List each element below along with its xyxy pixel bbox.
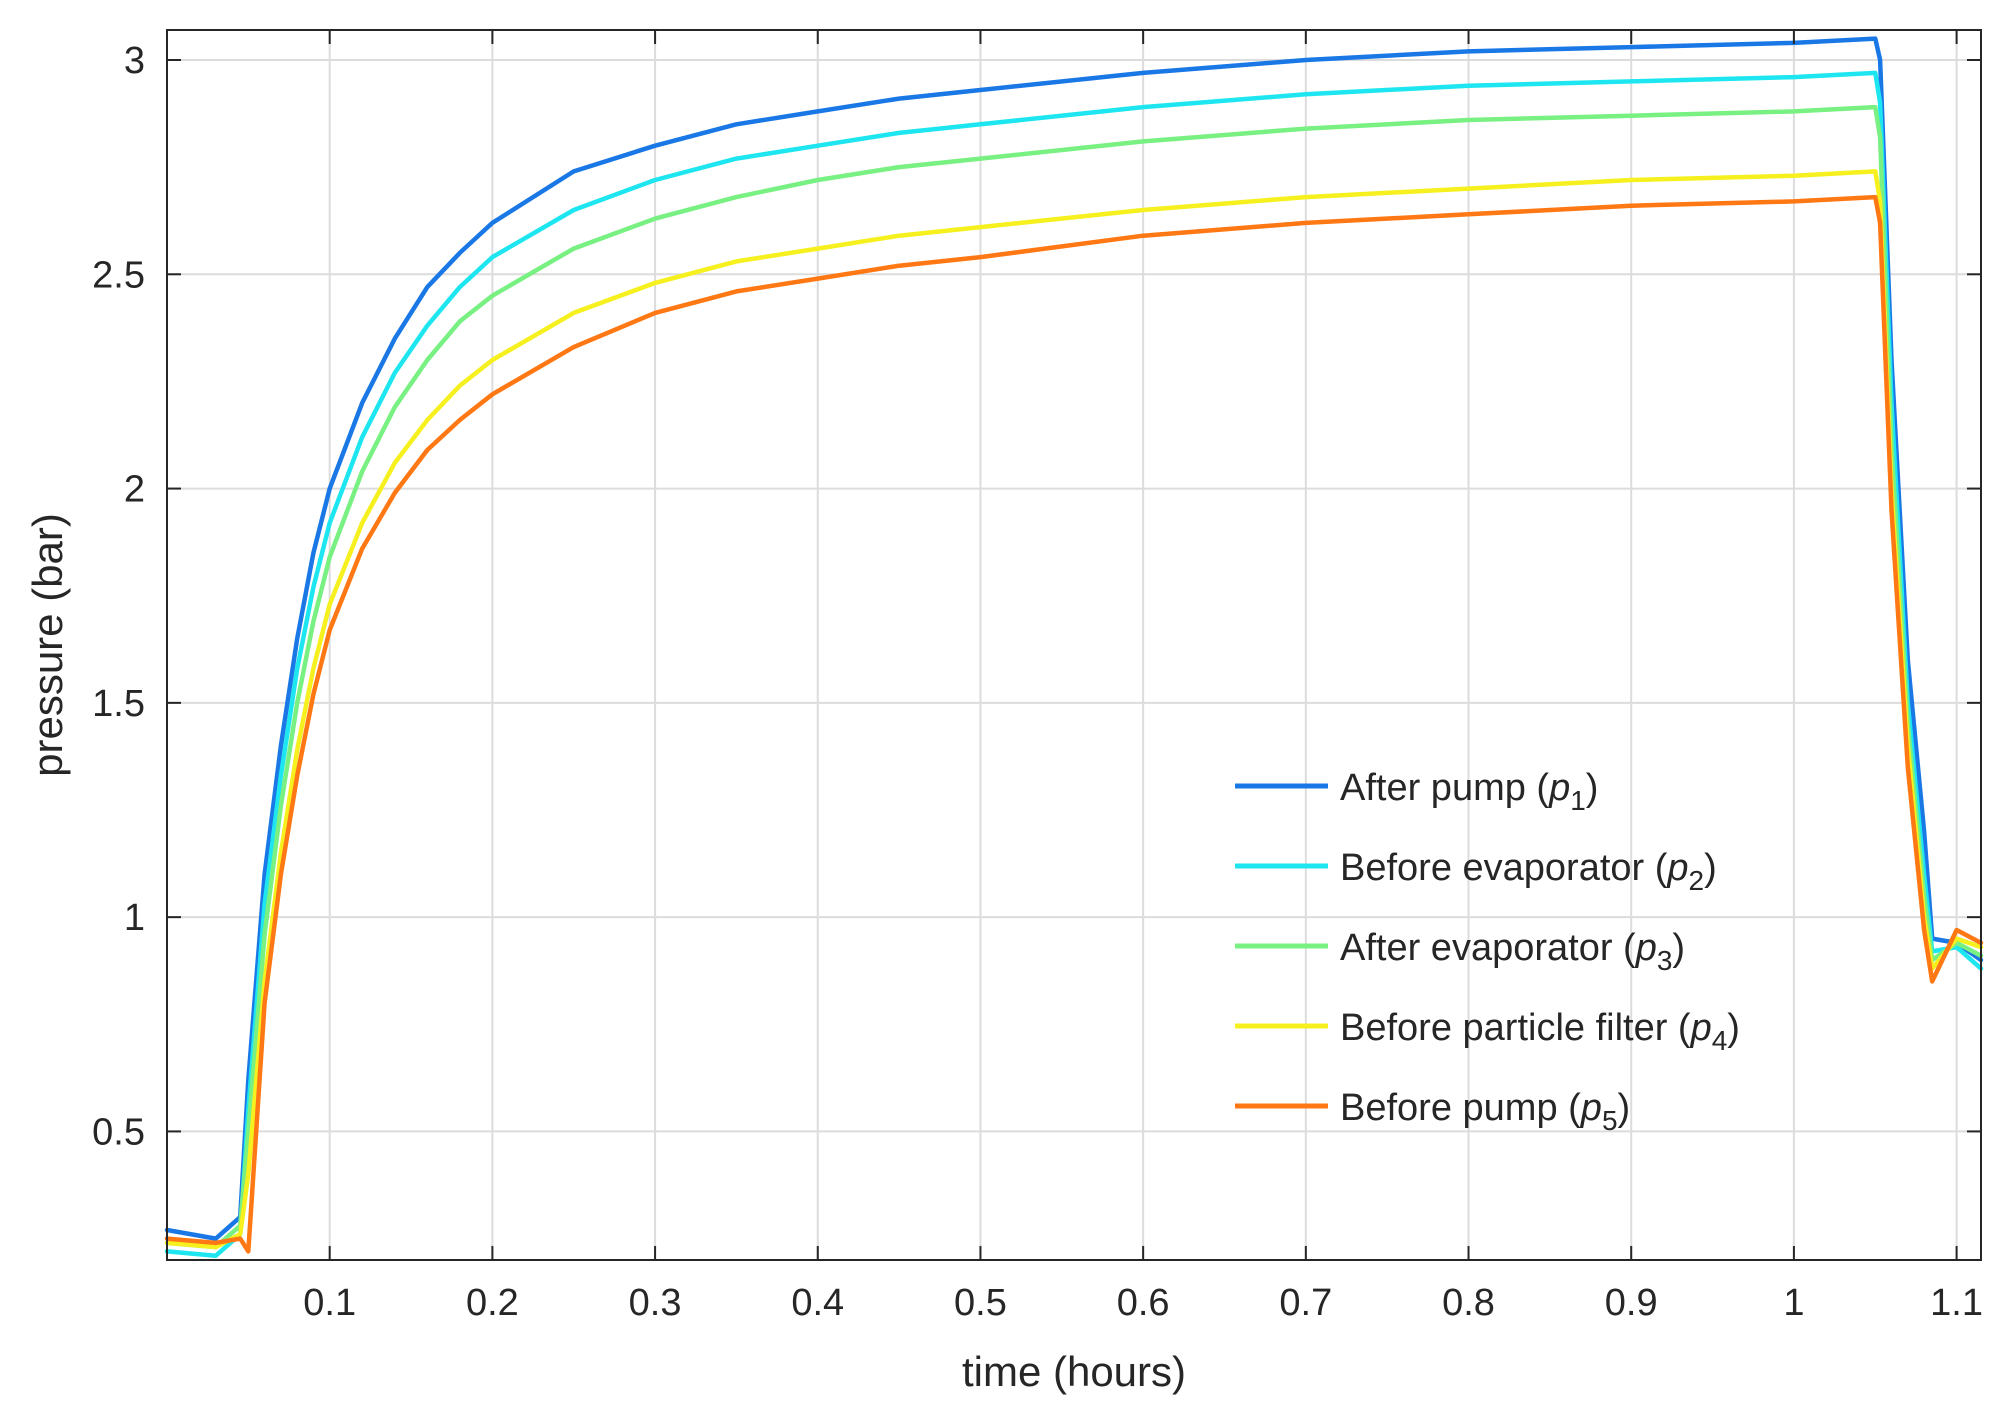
legend: After pump (p1) Before evaporator (p2) Aft… xyxy=(1235,767,1740,1136)
x-tick-label: 0.6 xyxy=(1117,1282,1170,1324)
x-tick-label: 0.7 xyxy=(1279,1282,1332,1324)
x-tick-label: 0.1 xyxy=(303,1282,356,1324)
y-tick-label: 1 xyxy=(124,897,145,939)
legend-entry-4: Before particle filter (p4) xyxy=(1340,1007,1740,1056)
y-tick-label: 3 xyxy=(124,40,145,82)
y-tick-label: 1.5 xyxy=(92,683,145,725)
legend-entry-5: Before pump (p5) xyxy=(1340,1087,1630,1136)
y-tick-label: 2 xyxy=(124,469,145,511)
x-tick-label: 0.8 xyxy=(1442,1282,1495,1324)
axis-ticks xyxy=(167,30,1981,1260)
legend-entry-3: After evaporator (p3) xyxy=(1340,927,1685,976)
y-tick-label: 2.5 xyxy=(92,254,145,296)
legend-entry-1: After pump (p1) xyxy=(1340,767,1598,816)
y-tick-label: 0.5 xyxy=(92,1111,145,1153)
y-axis-label: pressure (bar) xyxy=(24,513,71,777)
x-tick-label: 0.5 xyxy=(954,1282,1007,1324)
legend-entry-2: Before evaporator (p2) xyxy=(1340,847,1717,896)
x-tick-label: 1.1 xyxy=(1930,1282,1983,1324)
x-tick-label: 1 xyxy=(1783,1282,1804,1324)
series-lines xyxy=(164,36,1984,1258)
x-tick-label: 0.9 xyxy=(1605,1282,1658,1324)
x-axis-label: time (hours) xyxy=(962,1348,1186,1395)
tick-labels: 0.1 0.2 0.3 0.4 0.5 0.6 0.7 0.8 0.9 1 1.1 0.5 1 1.5 2 2… xyxy=(92,40,1983,1324)
x-tick-label: 0.3 xyxy=(629,1282,682,1324)
x-tick-label: 0.2 xyxy=(466,1282,519,1324)
x-tick-label: 0.4 xyxy=(791,1282,844,1324)
plot-frame xyxy=(166,29,1982,1261)
series-line-5 xyxy=(164,194,1984,1254)
